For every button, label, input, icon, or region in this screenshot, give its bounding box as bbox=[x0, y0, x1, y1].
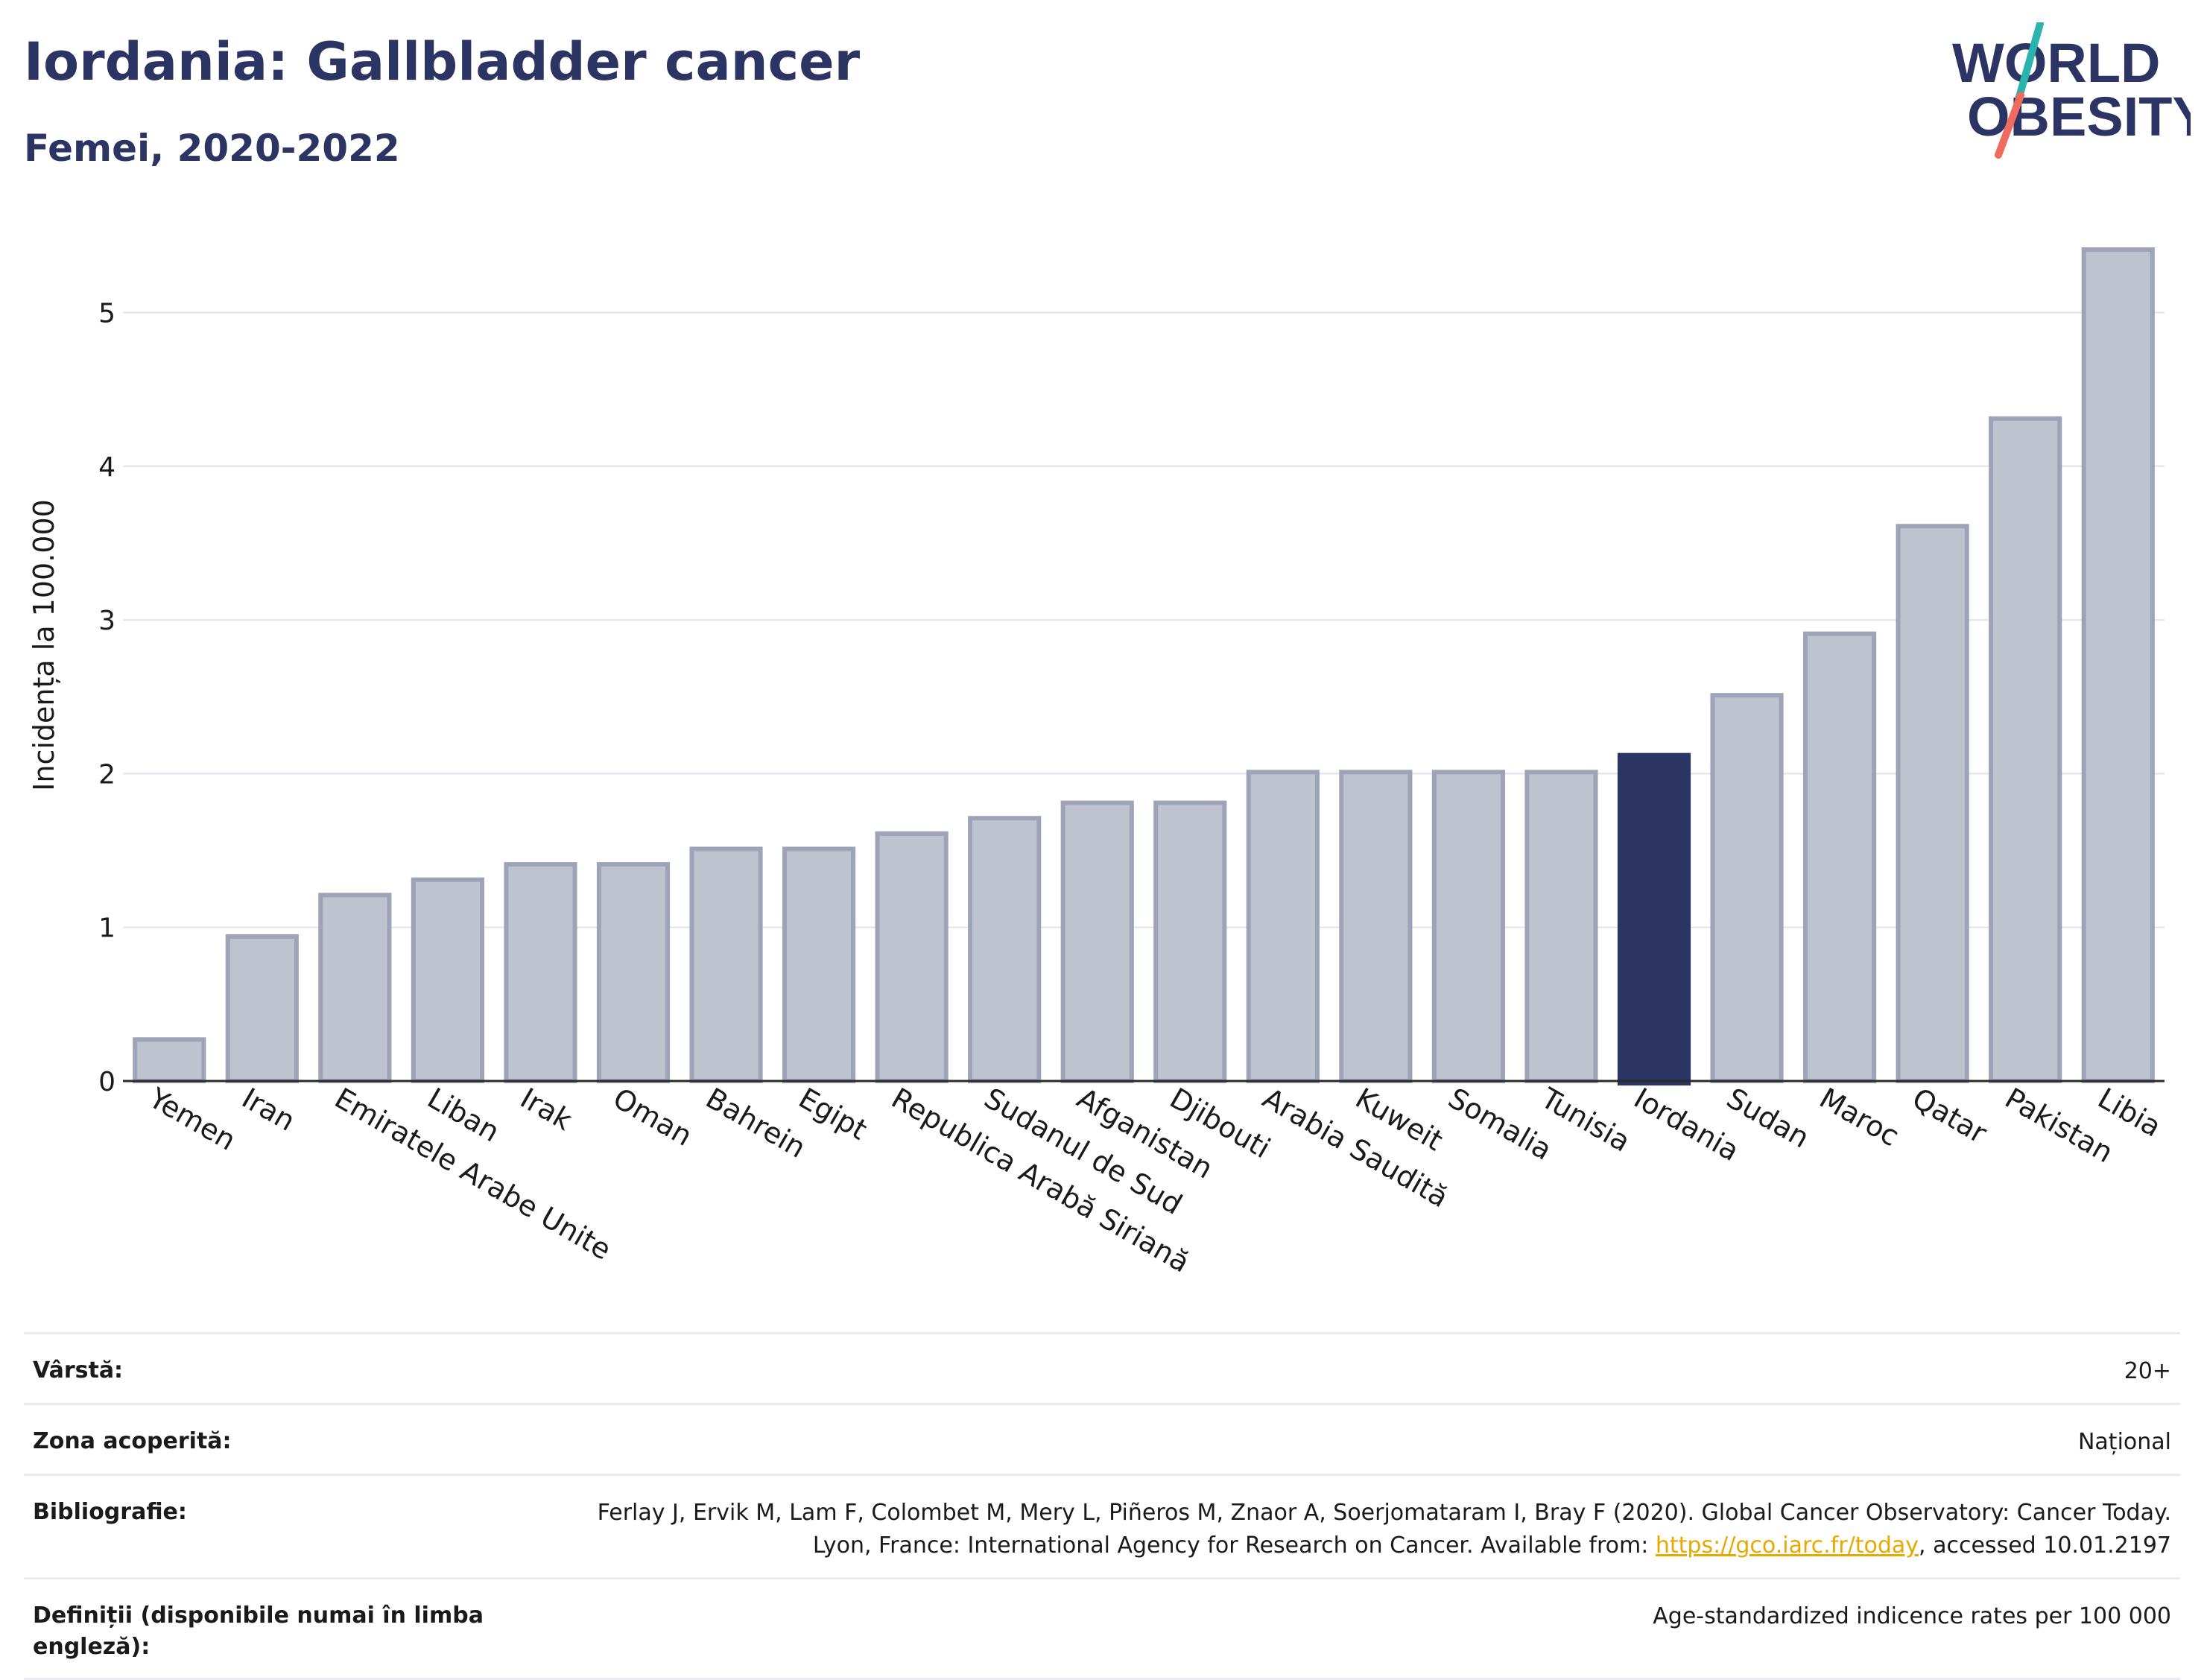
info-row: Zona acoperită: Național bbox=[24, 1403, 2180, 1474]
chart-subtitle: Femei, 2020-2022 bbox=[24, 127, 400, 170]
bar-republica-arabă-siriană[interactable] bbox=[875, 831, 949, 1084]
bar-emiratele-arabe-unite[interactable] bbox=[318, 893, 392, 1083]
info-row: Bibliografie: Ferlay J, Ervik M, Lam F, C… bbox=[24, 1474, 2180, 1577]
bar-liban[interactable] bbox=[411, 877, 484, 1083]
logo-slash-teal bbox=[2015, 22, 2044, 101]
bar-libia[interactable] bbox=[2081, 247, 2155, 1083]
world-obesity-logo: WORLD OBESITY bbox=[1952, 22, 2191, 159]
x-tick-label: Iordania bbox=[1629, 1082, 1745, 1167]
x-tick-label: Maroc bbox=[1814, 1082, 1905, 1153]
y-tick-label: 0 bbox=[98, 1067, 115, 1097]
bar-yemen[interactable] bbox=[133, 1037, 206, 1083]
y-tick-labels: 0 1 2 3 4 5 bbox=[98, 299, 115, 1098]
bar-somalia[interactable] bbox=[1431, 770, 1505, 1084]
info-row: Definiții (disponibile numai în limba en… bbox=[24, 1577, 2180, 1680]
x-tick-label: Bahrein bbox=[700, 1082, 811, 1164]
bar-oman[interactable] bbox=[596, 862, 671, 1083]
bar-arabia-saudită[interactable] bbox=[1246, 770, 1320, 1084]
info-label: Vârstă: bbox=[33, 1357, 124, 1383]
x-tick-label: Oman bbox=[608, 1082, 698, 1153]
y-tick-label: 1 bbox=[98, 913, 115, 944]
bar-iran[interactable] bbox=[225, 934, 299, 1083]
bar-bahrein[interactable] bbox=[689, 846, 763, 1084]
x-tick-label: Qatar bbox=[1907, 1082, 1992, 1150]
bar-sudanul-de-sud[interactable] bbox=[968, 816, 1042, 1084]
bar-qatar[interactable] bbox=[1896, 524, 1969, 1083]
bar-tunisia[interactable] bbox=[1524, 770, 1598, 1084]
info-row: Vârstă: 20+ bbox=[24, 1332, 2180, 1403]
x-tick-label: Yemen bbox=[143, 1081, 241, 1157]
y-tick-label: 3 bbox=[98, 606, 115, 636]
info-label: Zona acoperită: bbox=[33, 1428, 232, 1454]
info-label: Definiții (disponibile numai în limba en… bbox=[33, 1603, 484, 1660]
y-tick-label: 4 bbox=[98, 452, 115, 483]
y-tick-label: 2 bbox=[98, 759, 115, 790]
y-tick-label: 5 bbox=[98, 299, 115, 329]
info-label: Bibliografie: bbox=[33, 1499, 187, 1525]
x-tick-label: Somalia bbox=[1443, 1082, 1557, 1167]
info-value: Age-standardized indicence rates per 100… bbox=[1653, 1603, 2171, 1629]
x-tick-label: Irak bbox=[515, 1082, 577, 1137]
info-table: Vârstă: 20+ Zona acoperită: Național Bibliog… bbox=[24, 1332, 2180, 1680]
bar-irak[interactable] bbox=[504, 862, 577, 1083]
info-value: Național bbox=[2077, 1429, 2171, 1455]
logo-slash-coral bbox=[1995, 92, 2024, 159]
chart-title: Iordania: Gallbladder cancer bbox=[24, 31, 861, 92]
info-value: 20+ bbox=[2124, 1358, 2171, 1384]
bar-kuweit[interactable] bbox=[1339, 770, 1413, 1084]
info-value-text: Ferlay J, Ervik M, Lam F, Colombet M, Me… bbox=[597, 1500, 2171, 1559]
bar-iordania[interactable] bbox=[1617, 752, 1691, 1085]
logo-line1: WORLD bbox=[1952, 32, 2161, 94]
bar-egipt[interactable] bbox=[782, 846, 856, 1084]
source-link[interactable]: https://gco.iarc.fr/today bbox=[1655, 1532, 1919, 1559]
info-value: Ferlay J, Ervik M, Lam F, Colombet M, Me… bbox=[569, 1497, 2171, 1562]
bar-maroc[interactable] bbox=[1803, 631, 1877, 1083]
info-value-text: , accessed 10.01.2197 bbox=[1919, 1532, 2171, 1559]
bar-pakistan[interactable] bbox=[1989, 416, 2062, 1083]
x-tick-label: Iran bbox=[236, 1082, 300, 1138]
bar-sudan[interactable] bbox=[1710, 693, 1784, 1083]
bar-djibouti[interactable] bbox=[1153, 800, 1227, 1084]
bar-afganistan[interactable] bbox=[1060, 800, 1134, 1084]
bars bbox=[133, 247, 2155, 1085]
y-axis-label: Incidența la 100.000 bbox=[28, 499, 60, 791]
